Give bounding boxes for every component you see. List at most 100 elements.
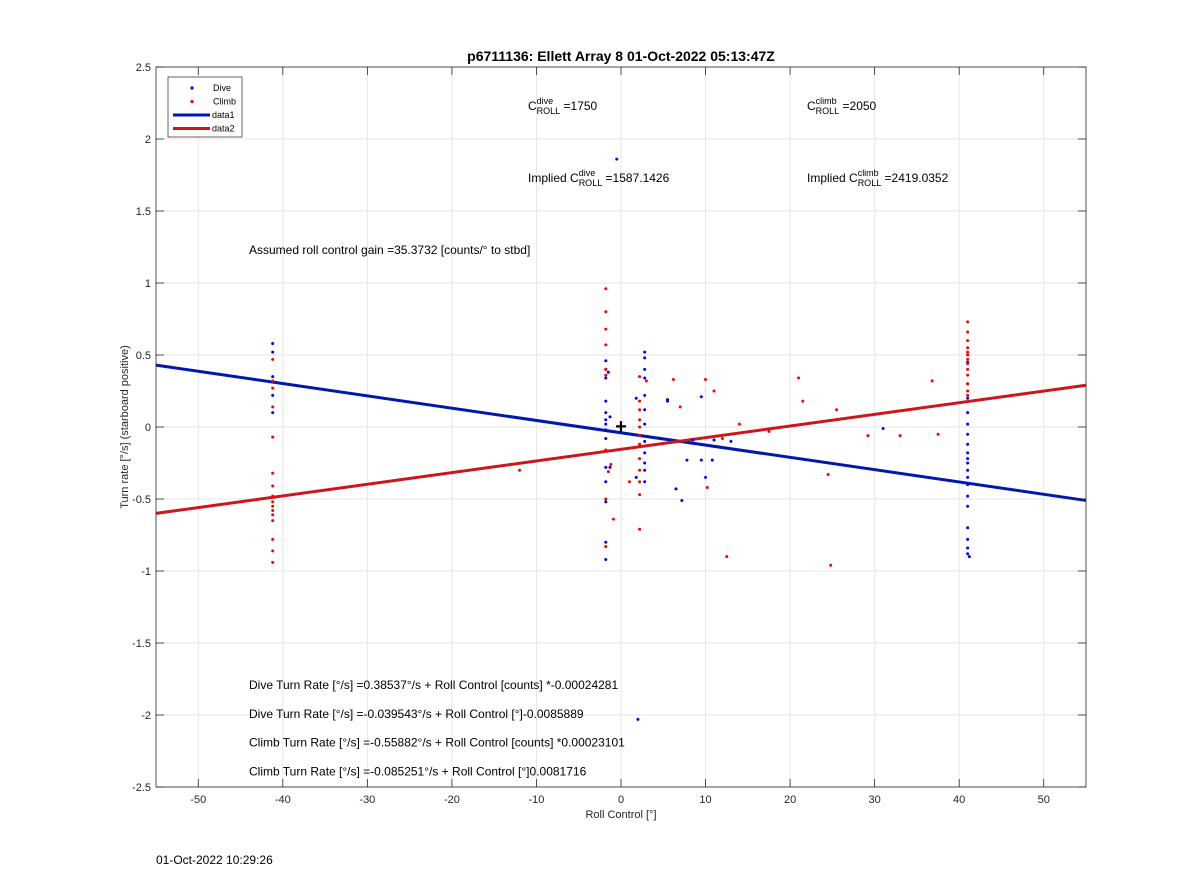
x-tick-label-1: -40 [275,794,291,806]
point-climb-20 [604,343,608,347]
point-climb-26 [606,470,610,474]
point-dive-17 [604,540,608,544]
point-climb-46 [705,485,709,489]
point-climb-45 [704,377,708,381]
y-tick-label-5: 0 [145,422,151,434]
y-tick-label-4: -0.5 [132,494,151,506]
point-climb-63 [966,339,970,343]
y-tick-label-6: 0.5 [136,350,151,362]
point-dive-3 [271,393,275,397]
point-climb-5 [271,471,275,475]
x-tick-label-7: 20 [784,794,796,806]
annotation-implied-climb: Implied Cclimb ROLL =2419.0352 [807,168,949,188]
point-climb-10 [271,509,275,513]
y-tick-label-10: 2.5 [136,62,151,74]
x-tick-label-0: -50 [190,794,206,806]
point-dive-12 [604,428,608,432]
y-tick-label-8: 1.5 [136,206,151,218]
point-climb-11 [271,513,275,517]
point-dive-23 [634,475,638,479]
series-line-data2 [155,383,1087,515]
point-climb-51 [767,429,771,433]
regression-lines [155,363,1087,515]
point-dive-43 [699,395,703,399]
point-dive-66 [966,526,970,530]
annotations: Cdive ROLL =1750 Cclimb ROLL =2050 Implied C… [249,96,949,778]
point-climb-27 [609,462,613,466]
point-climb-9 [271,504,275,508]
annotation-gain: Assumed roll control gain =35.3732 [coun… [249,243,530,257]
point-dive-47 [712,438,716,442]
axis-ticks: -50 -40 -30 -20 -10 0 10 20 30 40 50-2.5-2-1.5-1-0… [132,62,1086,806]
point-dive-30 [643,408,647,412]
point-climb-49 [725,555,729,559]
point-dive-62 [966,475,970,479]
point-climb-21 [604,367,608,371]
y-tick-label-3: -1 [141,566,151,578]
point-climb-35 [638,434,642,438]
point-dive-10 [604,418,608,422]
point-climb-7 [271,494,275,498]
point-dive-36 [643,480,647,484]
x-tick-label-4: -10 [529,794,545,806]
point-climb-41 [638,527,642,531]
x-axis-label: Roll Control [°] [585,809,656,821]
point-dive-4 [271,411,275,415]
x-tick-label-8: 30 [869,794,881,806]
point-climb-39 [638,480,642,484]
point-climb-13 [271,537,275,541]
point-climb-54 [826,473,830,477]
point-climb-47 [712,389,716,393]
annotation-climb-deg: Climb Turn Rate [°/s] =-0.085251°/s + Ro… [249,764,587,778]
annotation-c-dive: Cdive ROLL =1750 [528,96,598,116]
point-climb-62 [966,330,970,334]
point-dive-21 [608,465,612,469]
point-climb-38 [638,468,642,472]
x-tick-label-9: 40 [953,794,965,806]
point-climb-37 [638,457,642,461]
point-dive-61 [966,468,970,472]
point-climb-55 [829,563,833,567]
point-dive-20 [608,415,612,419]
point-climb-43 [671,377,675,381]
point-climb-16 [518,468,522,472]
point-climb-34 [638,425,642,429]
point-climb-71 [966,382,970,386]
point-climb-1 [271,379,275,383]
point-climb-68 [966,362,970,366]
point-climb-23 [604,448,608,452]
y-tick-label-2: -1.5 [132,638,151,650]
point-climb-65 [966,350,970,354]
point-climb-14 [271,549,275,553]
point-dive-67 [966,537,970,541]
legend-swatch-climb [190,99,194,104]
point-dive-59 [966,457,970,461]
y-tick-label-1: -2 [141,710,151,722]
point-climb-2 [271,386,275,390]
annotation-c-climb: Cclimb ROLL =2050 [807,96,877,116]
annotation-climb-counts: Climb Turn Rate [°/s] =-0.55882°/s + Rol… [249,736,625,750]
point-dive-57 [966,442,970,446]
point-climb-40 [638,493,642,497]
x-tick-label-5: 0 [618,794,624,806]
point-climb-0 [271,357,275,361]
point-dive-49 [636,717,640,721]
legend-label-climb: Climb [213,97,236,107]
annotation-dive-counts: Dive Turn Rate [°/s] =0.38537°/s + Roll … [249,678,618,692]
point-dive-28 [643,376,647,380]
point-dive-65 [966,504,970,508]
point-climb-32 [638,408,642,412]
point-climb-33 [638,418,642,422]
point-dive-60 [966,461,970,465]
point-climb-4 [271,435,275,439]
point-dive-31 [643,422,647,426]
y-tick-label-9: 2 [145,134,151,146]
point-climb-58 [898,434,902,438]
point-dive-0 [271,341,275,345]
point-dive-68 [966,546,970,550]
point-climb-12 [271,519,275,523]
point-dive-8 [604,399,608,403]
point-dive-24 [634,396,638,400]
point-dive-11 [604,422,608,426]
point-dive-29 [643,393,647,397]
